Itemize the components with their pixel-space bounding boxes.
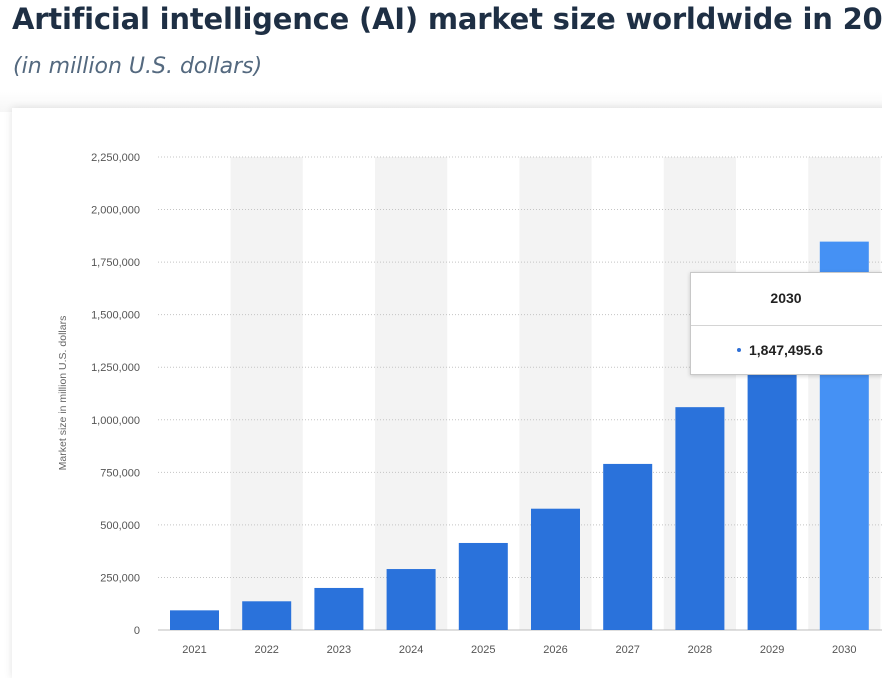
bar-2021[interactable] xyxy=(170,610,219,630)
column-band xyxy=(375,157,448,630)
x-tick-label: 2023 xyxy=(327,644,351,656)
chart-tooltip: 2030 1,847,495.6 xyxy=(690,272,882,375)
x-tick-label: 2029 xyxy=(760,644,784,656)
bar-2025[interactable] xyxy=(458,542,508,630)
x-axis-ticks: 2021 2022 2023 2024 2025 2026 2027 2028 2029 2030 xyxy=(182,644,856,656)
x-tick-label: 2027 xyxy=(615,644,639,656)
y-tick-label: 0 xyxy=(134,625,140,637)
series-marker-icon xyxy=(737,347,741,352)
bar-2023[interactable] xyxy=(314,587,364,630)
y-tick-label: 2,000,000 xyxy=(91,205,140,217)
y-axis-ticks: 0 250,000 500,000 750,000 1,000,000 1,250,000… xyxy=(91,152,140,637)
y-tick-label: 1,000,000 xyxy=(91,415,140,427)
tooltip-category: 2030 xyxy=(770,290,802,306)
page-subtitle: (in million U.S. dollars) xyxy=(13,54,263,79)
bar-2029[interactable] xyxy=(747,339,797,630)
x-tick-label: 2024 xyxy=(399,644,423,656)
bar-2022[interactable] xyxy=(242,601,292,630)
y-tick-label: 1,500,000 xyxy=(91,310,140,322)
y-tick-label: 1,250,000 xyxy=(91,362,140,374)
y-tick-label: 750,000 xyxy=(100,467,140,479)
bar-2026[interactable] xyxy=(531,508,580,630)
y-tick-label: 2,250,000 xyxy=(91,152,140,164)
x-tick-label: 2030 xyxy=(832,644,856,656)
y-axis-label: Market size in million U.S. dollars xyxy=(57,316,69,471)
bar-2024[interactable] xyxy=(386,569,436,630)
y-tick-label: 250,000 xyxy=(100,572,140,584)
x-tick-label: 2022 xyxy=(254,644,278,656)
y-tick-label: 1,750,000 xyxy=(91,257,140,269)
y-tick-label: 500,000 xyxy=(100,520,140,532)
x-tick-label: 2021 xyxy=(182,644,206,656)
page-title: Artificial intelligence (AI) market size… xyxy=(12,2,882,36)
page-fade xyxy=(0,92,882,112)
bar-2028[interactable] xyxy=(675,407,725,630)
tooltip-value: 1,847,495.6 xyxy=(749,342,823,358)
x-tick-label: 2028 xyxy=(688,644,712,656)
tooltip-divider xyxy=(691,325,882,326)
x-tick-label: 2025 xyxy=(471,644,495,656)
bar-2027[interactable] xyxy=(603,463,653,630)
column-band xyxy=(230,157,303,630)
tooltip-value-row: 1,847,495.6 xyxy=(737,326,823,374)
x-tick-label: 2026 xyxy=(543,644,567,656)
